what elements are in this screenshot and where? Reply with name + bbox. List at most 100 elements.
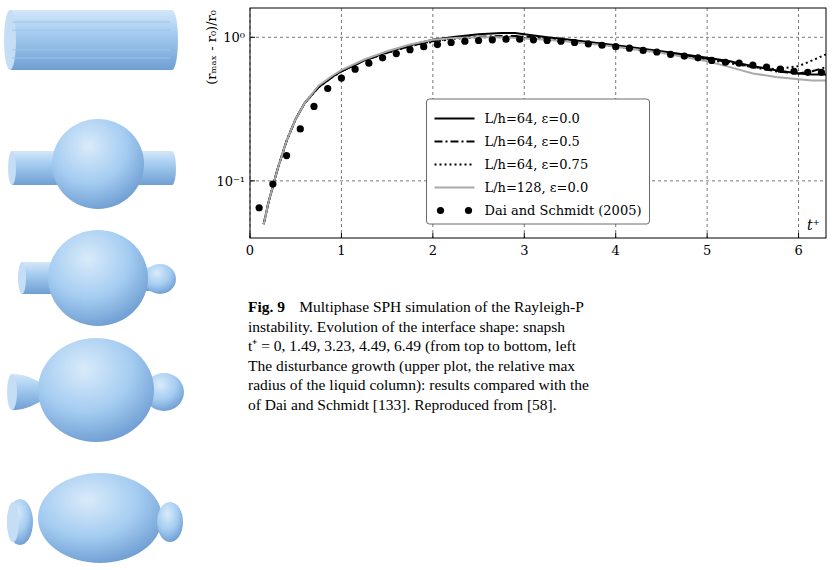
surface-stripe [12, 58, 170, 59]
data-point [283, 152, 290, 159]
column-end [4, 10, 16, 70]
tick-mark [798, 233, 799, 238]
caption-line: radius of the liquid column): results co… [248, 376, 589, 394]
chart: 0 1 2 3 4 5 6 10⁻¹ 10⁰ (rₘₐₓ - r₀)/r₀ t⁺ L/h=64, ε=… [204, 8, 826, 258]
snapshot [8, 119, 176, 209]
legend-label: L/h=64, ε=0.0 [485, 111, 580, 126]
tick-label: 4 [612, 243, 620, 258]
tick-label: 2 [429, 243, 437, 258]
legend-swatch [435, 118, 475, 120]
data-point [749, 62, 756, 69]
data-point [722, 59, 729, 66]
column-end [166, 10, 178, 70]
liquid-column [10, 10, 172, 70]
droplet [7, 499, 33, 545]
data-point [640, 47, 647, 54]
droplet [48, 230, 148, 326]
series-group [256, 33, 826, 224]
caption-line: t⁺ = 0, 1.49, 3.23, 4.49, 6.49 (from top… [248, 337, 577, 355]
data-point [365, 60, 372, 67]
data-point [790, 68, 797, 75]
legend-swatch [465, 207, 472, 214]
column-end [7, 374, 17, 410]
data-point [681, 52, 688, 59]
grid-line [798, 8, 799, 238]
legend-swatch [437, 207, 444, 214]
data-point [489, 36, 496, 43]
droplet [144, 264, 176, 294]
caption-line: instability. Evolution of the interface … [248, 318, 565, 335]
snapshot [7, 473, 183, 563]
caption-line: Multiphase SPH simulation of the Rayleig… [299, 298, 584, 315]
plot-area [250, 8, 826, 238]
data-point [393, 50, 400, 57]
plot-frame [250, 8, 826, 238]
caption: Fig. 9 Multiphase SPH simulation of the R… [248, 298, 589, 413]
caption-line: The disturbance growth (upper plot, the … [248, 357, 575, 375]
data-point [804, 69, 811, 76]
series-line [264, 33, 826, 224]
droplet [52, 119, 144, 209]
data-point [338, 74, 345, 81]
tick-label: 10⁻¹ [216, 174, 245, 189]
tick-label: 1 [337, 243, 345, 258]
tick-label: 10⁰ [223, 30, 245, 45]
tick-label: 0 [246, 243, 254, 258]
tick-mark [250, 180, 255, 181]
data-point [256, 204, 263, 211]
legend-label: L/h=128, ε=0.0 [485, 180, 589, 195]
column-end [18, 262, 26, 294]
data-point [667, 51, 674, 58]
snapshot [7, 338, 184, 442]
series-line [264, 37, 826, 224]
tick-mark [432, 233, 433, 238]
tick-mark [250, 37, 255, 38]
droplet [38, 473, 162, 563]
caption-line: of Dai and Schmidt [133]. Reproduced fro… [248, 396, 557, 413]
data-point [585, 40, 592, 47]
grid-line [341, 8, 342, 238]
data-point [420, 43, 427, 50]
figure: 0 1 2 3 4 5 6 10⁻¹ 10⁰ (rₘₐₓ - r₀)/r₀ t⁺ L/h=64, ε=… [0, 0, 838, 570]
legend-swatch [435, 141, 475, 143]
data-point [626, 45, 633, 52]
snapshot [4, 10, 178, 70]
data-point [269, 180, 276, 187]
droplet [38, 338, 154, 442]
surface-stripe [12, 50, 170, 51]
tick-label: 3 [520, 243, 528, 258]
data-point [708, 57, 715, 64]
data-point [777, 66, 784, 73]
data-point [530, 36, 537, 43]
data-point [352, 66, 359, 73]
caption-label: Fig. 9 [248, 298, 285, 315]
data-point [461, 38, 468, 45]
tick-mark [524, 233, 525, 238]
data-point [653, 48, 660, 55]
data-point [571, 39, 578, 46]
snapshot [18, 230, 176, 326]
grid-line [707, 8, 708, 238]
data-point [297, 125, 304, 132]
legend-label: Dai and Schmidt (2005) [485, 203, 642, 218]
tick-label: 5 [703, 243, 711, 258]
legend: L/h=64, ε=0.0L/h=64, ε=0.5L/h=64, ε=0.75… [427, 99, 650, 224]
data-point [557, 38, 564, 45]
series-line [264, 36, 826, 224]
legend-swatch [435, 187, 475, 189]
tick-mark [707, 233, 708, 238]
legend-swatch [435, 164, 475, 166]
data-point [694, 54, 701, 61]
legend-box [427, 99, 650, 224]
series-line [264, 37, 826, 224]
data-point [544, 37, 551, 44]
column-end [8, 151, 16, 185]
axis-title: (rₘₐₓ - r₀)/r₀ [204, 10, 219, 85]
surface-stripe [12, 22, 170, 23]
data-point [448, 39, 455, 46]
tick-mark [615, 233, 616, 238]
tick-label: 6 [794, 243, 802, 258]
axis-title: t⁺ [807, 217, 820, 233]
surface-stripe [12, 30, 170, 31]
data-point [736, 60, 743, 67]
